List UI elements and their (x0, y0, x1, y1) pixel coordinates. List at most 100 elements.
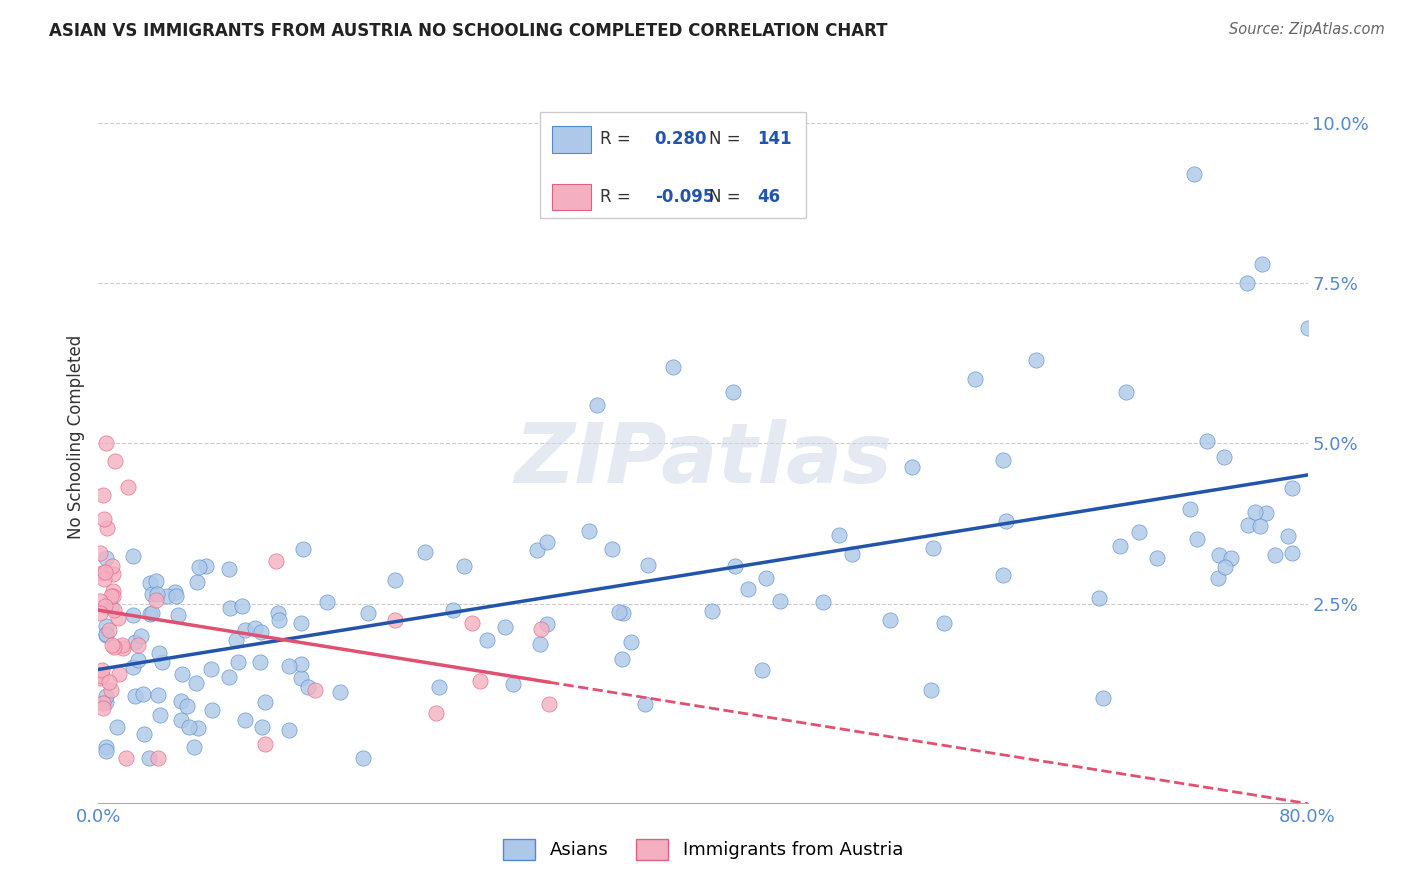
FancyBboxPatch shape (540, 112, 806, 218)
Point (218, 562, 240, 576)
Point (1206, 570, 1229, 584)
Point (900, 459, 922, 474)
Text: N =: N = (709, 130, 741, 148)
Text: R =: R = (600, 130, 631, 148)
Y-axis label: No Schooling Completed: No Schooling Completed (66, 335, 84, 539)
Point (170, 713, 193, 727)
Point (187, 559, 209, 574)
Point (94, 628, 117, 642)
Point (226, 655, 249, 669)
Text: N =: N = (709, 188, 741, 206)
Point (94, 739, 117, 754)
Point (93, 572, 115, 586)
Point (225, 633, 247, 648)
Point (235, 623, 257, 637)
Point (91, 669, 114, 683)
FancyBboxPatch shape (551, 184, 591, 211)
Point (132, 687, 155, 701)
Point (170, 667, 193, 681)
Point (103, 640, 125, 655)
Point (637, 558, 659, 573)
Point (117, 480, 139, 494)
Point (425, 706, 447, 721)
Point (724, 558, 747, 573)
Point (177, 720, 200, 734)
Point (453, 559, 475, 574)
Point (105, 720, 128, 734)
Point (146, 688, 169, 702)
Point (233, 713, 256, 727)
Point (1281, 481, 1303, 495)
Point (536, 535, 558, 549)
Point (470, 674, 492, 689)
Point (139, 607, 162, 621)
Point (146, 751, 169, 765)
Point (292, 542, 315, 557)
Point (1092, 690, 1115, 705)
Point (243, 621, 266, 635)
Point (920, 683, 942, 698)
Point (529, 637, 551, 651)
Point (122, 608, 145, 623)
Legend: Asians, Immigrants from Austria: Asians, Immigrants from Austria (496, 831, 910, 867)
Text: 0.280: 0.280 (655, 130, 707, 148)
Point (965, 372, 987, 386)
Point (94, 619, 117, 633)
Point (122, 549, 145, 563)
Point (290, 615, 312, 630)
Point (610, 651, 633, 665)
Point (124, 689, 146, 703)
Point (148, 646, 170, 660)
Point (612, 607, 634, 621)
Point (107, 667, 129, 681)
Point (94, 744, 117, 758)
Point (218, 670, 240, 684)
Point (526, 542, 548, 557)
Point (89, 594, 111, 608)
Point (129, 629, 152, 643)
Point (183, 740, 205, 755)
Point (101, 638, 124, 652)
Point (101, 566, 124, 581)
Point (141, 607, 163, 621)
Point (1277, 529, 1299, 543)
Point (661, 359, 683, 374)
Point (993, 567, 1015, 582)
Text: R =: R = (600, 188, 631, 206)
Point (145, 574, 167, 588)
Point (103, 603, 125, 617)
Point (195, 559, 218, 574)
Point (253, 695, 276, 709)
Point (828, 528, 851, 542)
Point (152, 656, 174, 670)
Point (1237, 518, 1260, 533)
Point (352, 751, 374, 765)
Point (502, 677, 524, 691)
Point (176, 698, 198, 713)
Point (187, 721, 209, 735)
Point (586, 398, 609, 412)
Text: 141: 141 (758, 130, 792, 148)
Point (132, 727, 155, 741)
Point (111, 639, 134, 653)
Point (186, 575, 208, 590)
Point (91, 566, 114, 580)
Point (304, 683, 326, 698)
Point (297, 680, 319, 694)
Point (1296, 321, 1319, 335)
Point (1178, 501, 1201, 516)
Point (1254, 506, 1277, 520)
Point (993, 453, 1015, 467)
Point (267, 613, 290, 627)
Point (1182, 167, 1205, 181)
Point (934, 615, 956, 630)
Point (1208, 549, 1230, 563)
Point (537, 697, 560, 711)
Point (145, 592, 167, 607)
Point (1024, 353, 1046, 368)
Point (461, 616, 484, 631)
Point (138, 576, 160, 591)
Point (201, 703, 224, 717)
Point (1281, 546, 1303, 560)
Point (89, 546, 111, 560)
